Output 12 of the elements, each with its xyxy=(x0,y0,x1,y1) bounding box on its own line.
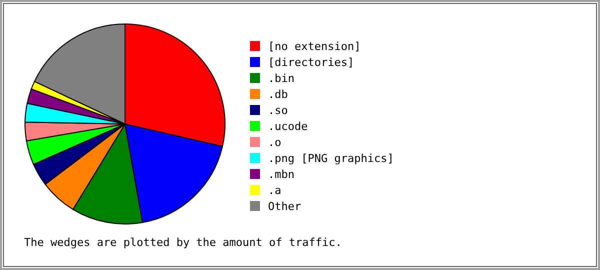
legend-label: [directories] xyxy=(268,56,354,69)
legend-label: .o xyxy=(268,136,282,149)
legend-label: Other xyxy=(268,200,302,213)
legend-label: .png [PNG graphics] xyxy=(268,152,394,165)
legend-label: .so xyxy=(268,104,288,117)
legend-label: .a xyxy=(268,184,282,197)
legend-label: .db xyxy=(268,88,288,101)
legend-label: [no extension] xyxy=(268,40,361,53)
legend-label: .ucode xyxy=(268,120,308,133)
legend-label: .mbn xyxy=(268,168,294,181)
text: The wedges are plotted by the amount of traffic. xyxy=(24,236,342,249)
legend-label: .bin xyxy=(268,72,294,85)
